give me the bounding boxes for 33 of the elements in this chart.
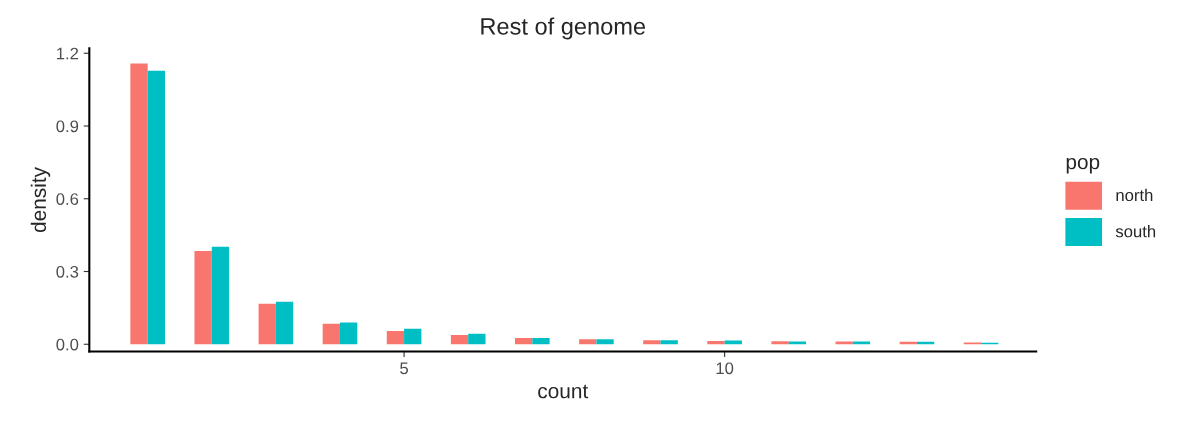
bar [532, 337, 550, 345]
bar [339, 322, 358, 345]
bar [322, 323, 340, 345]
bar [643, 340, 661, 345]
bar [707, 341, 725, 345]
bar [450, 335, 469, 345]
bar [771, 341, 789, 345]
legend-label: north [1116, 188, 1153, 202]
y-tick-label: 0.0 [56, 338, 79, 351]
chart-title: Rest of genome [481, 17, 646, 40]
bar [211, 246, 230, 345]
y-tick-label: 1.2 [57, 47, 79, 60]
x-tick-label: 10 [716, 362, 734, 375]
bar [660, 340, 678, 345]
bar [386, 330, 405, 345]
bar [275, 301, 294, 345]
bar [258, 303, 276, 345]
y-tick-label: 0.3 [56, 265, 79, 278]
y-tick-label: 0.6 [56, 193, 79, 205]
bar [468, 333, 486, 345]
y-axis-title: density [30, 167, 51, 233]
bar [194, 250, 212, 345]
x-axis-title: count [538, 384, 589, 399]
x-tick-label: 5 [400, 362, 409, 375]
bar [579, 339, 597, 345]
bar [147, 70, 165, 345]
legend-label: south [1115, 225, 1156, 238]
bar [596, 339, 614, 345]
bar [130, 63, 148, 345]
y-tick-label: 0.9 [56, 120, 79, 133]
bar [404, 328, 422, 345]
legend-title: pop [1066, 157, 1100, 174]
bar [514, 337, 533, 345]
